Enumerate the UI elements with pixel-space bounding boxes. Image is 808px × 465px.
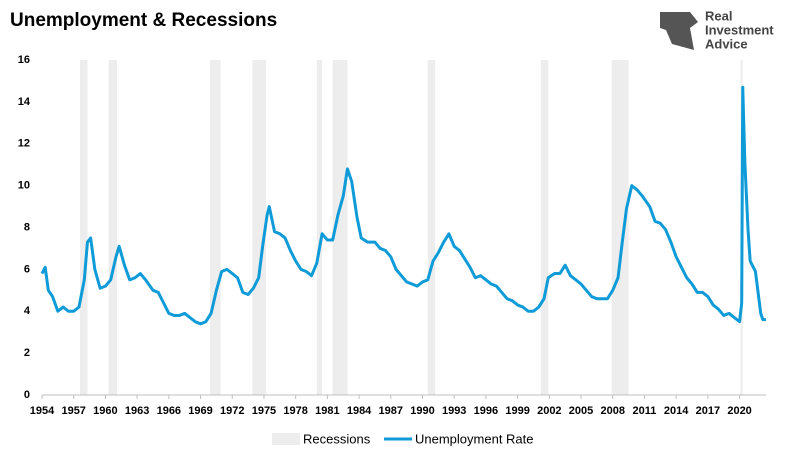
- x-tick-label: 1960: [93, 405, 117, 417]
- y-tick-label: 6: [24, 263, 30, 275]
- recession-band: [611, 60, 629, 395]
- y-tick-label: 14: [18, 96, 31, 108]
- x-tick-label: 2008: [601, 405, 625, 417]
- logo-text: Advice: [705, 36, 748, 51]
- x-tick-label: 1999: [505, 405, 529, 417]
- x-tick-label: 2020: [727, 405, 751, 417]
- chart-title: Unemployment & Recessions: [10, 10, 277, 31]
- x-tick-label: 1957: [61, 405, 85, 417]
- y-tick-label: 8: [24, 221, 30, 233]
- x-tick-label: 2005: [569, 405, 593, 417]
- recession-band: [316, 60, 323, 395]
- recession-band: [108, 60, 118, 395]
- y-tick-label: 12: [18, 138, 30, 150]
- logo-text: Investment: [705, 22, 774, 37]
- x-tick-label: 1987: [379, 405, 403, 417]
- x-tick-label: 1981: [315, 405, 339, 417]
- legend-label: Unemployment Rate: [415, 431, 534, 446]
- x-tick-label: 1984: [347, 405, 372, 417]
- y-tick-label: 16: [18, 54, 30, 66]
- x-tick-label: 2014: [664, 405, 689, 417]
- x-tick-label: 1978: [283, 405, 307, 417]
- x-tick-label: 1969: [188, 405, 212, 417]
- legend-swatch: [272, 433, 300, 445]
- logo: Real Investment Advice: [660, 8, 774, 51]
- y-tick-label: 10: [18, 180, 30, 192]
- x-tick-label: 2002: [537, 405, 561, 417]
- x-tick-label: 1996: [474, 405, 498, 417]
- x-tick-label: 1972: [220, 405, 244, 417]
- recession-band: [210, 60, 221, 395]
- x-tick-label: 1966: [157, 405, 181, 417]
- recession-band: [427, 60, 436, 395]
- recession-band: [332, 60, 348, 395]
- logo-text: Real: [705, 8, 732, 23]
- y-tick-label: 4: [24, 305, 31, 317]
- logo-icon: [660, 12, 698, 50]
- x-tick-label: 1954: [30, 405, 55, 417]
- y-tick-label: 2: [24, 347, 30, 359]
- x-tick-label: 1963: [125, 405, 149, 417]
- legend-label: Recessions: [303, 431, 371, 446]
- x-tick-label: 2011: [633, 405, 657, 417]
- recession-band: [80, 60, 88, 395]
- line-series: [40, 85, 766, 326]
- x-tick-label: 2017: [696, 405, 720, 417]
- recession-band: [540, 60, 549, 395]
- x-tick-label: 1975: [252, 405, 276, 417]
- x-tick-label: 1993: [442, 405, 466, 417]
- recession-band: [252, 60, 267, 395]
- y-tick-label: 0: [24, 389, 30, 401]
- x-tick-label: 1990: [410, 405, 434, 417]
